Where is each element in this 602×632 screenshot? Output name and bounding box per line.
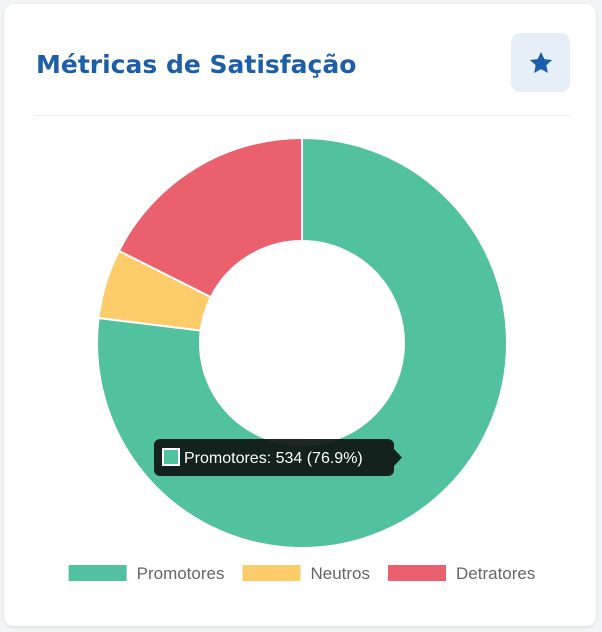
card-title: Métricas de Satisfação: [36, 50, 357, 79]
legend-swatch-neutros[interactable]: [242, 565, 301, 581]
legend-swatch-promotores[interactable]: [68, 565, 127, 581]
tooltip-label: Promotores: 534 (76.9%): [184, 450, 363, 467]
header-divider: [36, 115, 570, 116]
tooltip-swatch: [162, 448, 180, 466]
legend-label-neutros[interactable]: Neutros: [310, 564, 370, 583]
legend-label-detratores[interactable]: Detratores: [456, 564, 535, 583]
star-icon: [529, 51, 552, 73]
favorite-button[interactable]: [511, 33, 570, 92]
slice-detratores[interactable]: [117, 136, 303, 299]
chart-tooltip: Promotores: 534 (76.9%): [154, 439, 402, 476]
legend-label-promotores[interactable]: Promotores: [137, 564, 225, 583]
legend-swatch-detratores[interactable]: [388, 565, 447, 581]
